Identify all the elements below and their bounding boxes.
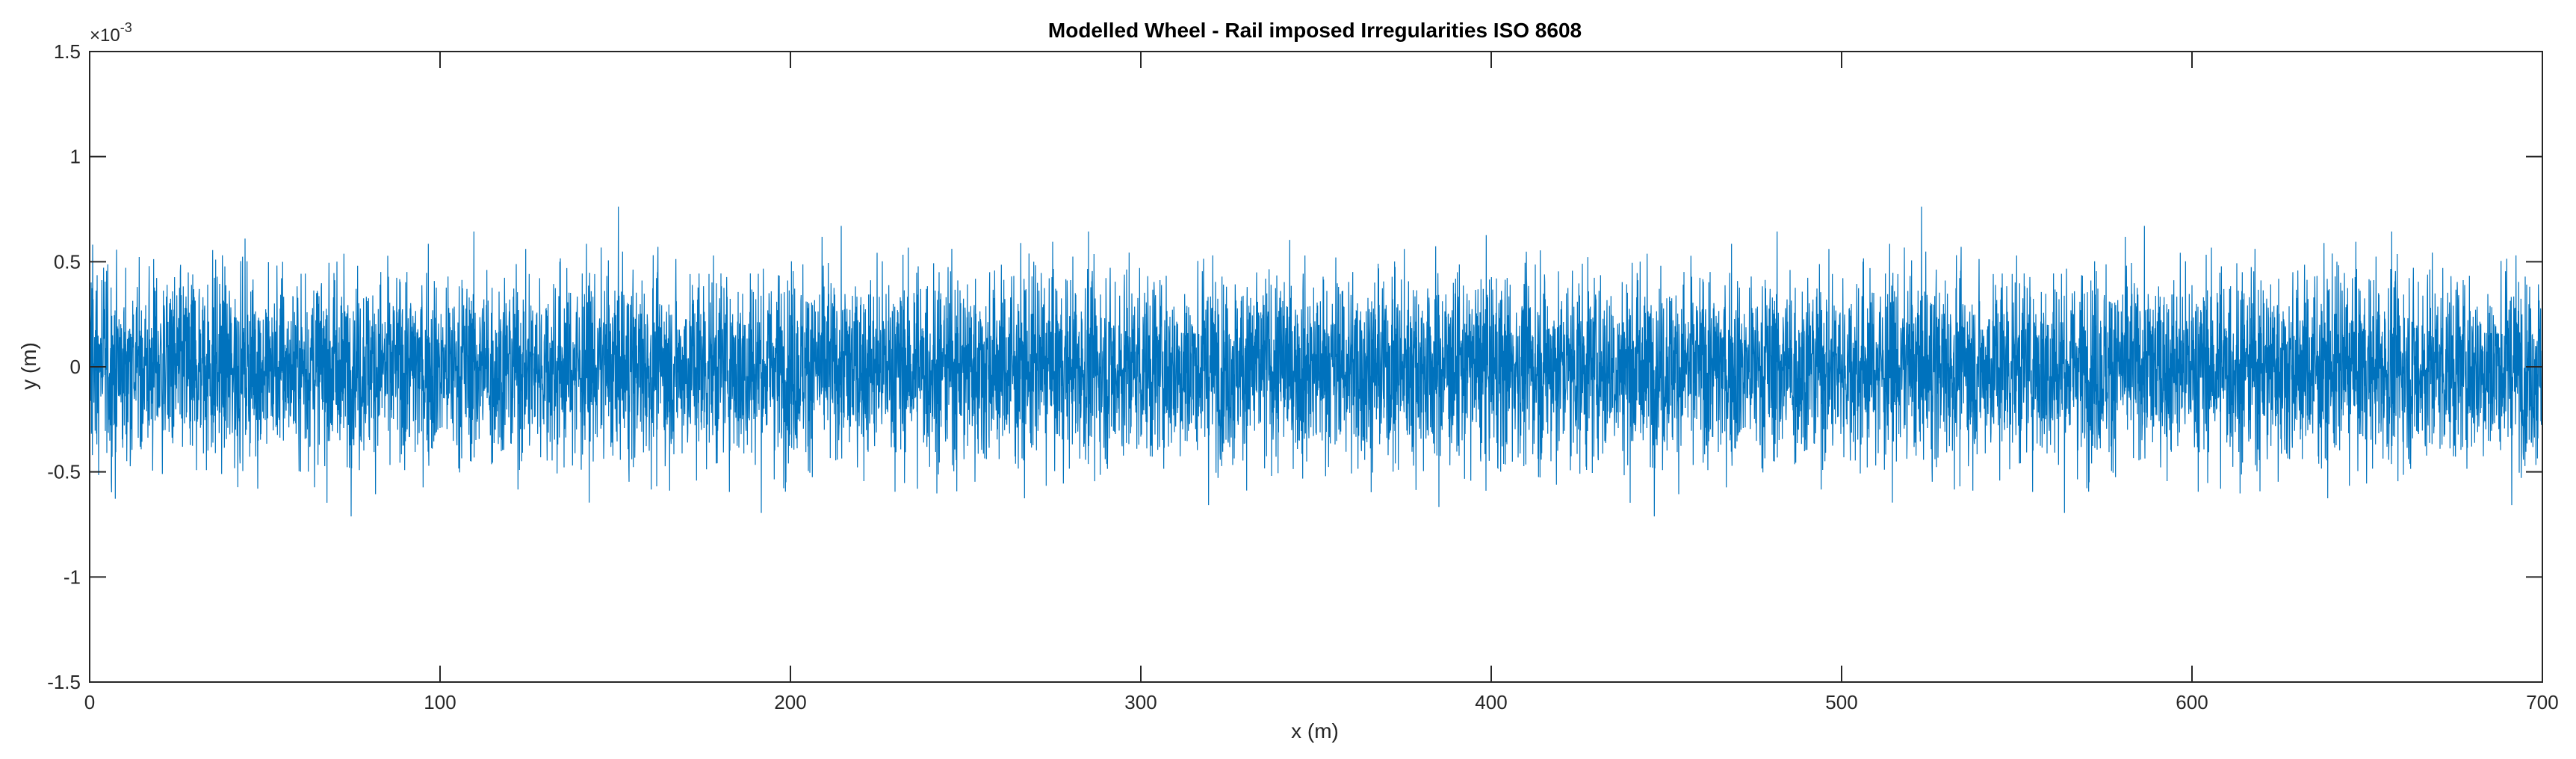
y-tick-label: -1 xyxy=(64,566,81,588)
y-tick-label: 0.5 xyxy=(54,250,81,273)
ticks-layer: 0 100 200 300 400 500 600 700 -1.5 -1 -0.5 0 0.5 1 1.5 xyxy=(47,40,2559,713)
chart-title: Modelled Wheel - Rail imposed Irregulari… xyxy=(1048,19,1582,42)
series-line xyxy=(89,206,2543,517)
x-tick-label: 100 xyxy=(424,691,456,713)
x-tick-label: 500 xyxy=(1825,691,1857,713)
y-exponent-power: -3 xyxy=(120,20,132,35)
x-tick-label: 600 xyxy=(2176,691,2208,713)
x-tick-label: 300 xyxy=(1124,691,1157,713)
y-tick-label: 1.5 xyxy=(54,40,81,63)
y-exponent-base: ×10 xyxy=(90,25,120,46)
y-axis-label: y (m) xyxy=(17,342,40,390)
y-tick-label: 0 xyxy=(70,356,81,378)
trace-layer xyxy=(89,206,2543,517)
x-tick-label: 0 xyxy=(84,691,95,713)
x-tick-label: 400 xyxy=(1475,691,1507,713)
y-tick-label: -1.5 xyxy=(47,671,81,693)
y-tick-label: -0.5 xyxy=(47,461,81,483)
x-tick-label: 200 xyxy=(774,691,806,713)
x-tick-label: 700 xyxy=(2526,691,2558,713)
x-axis-label: x (m) xyxy=(1291,719,1339,743)
y-tick-label: 1 xyxy=(70,146,81,168)
y-exponent-label: ×10-3 xyxy=(90,20,132,46)
